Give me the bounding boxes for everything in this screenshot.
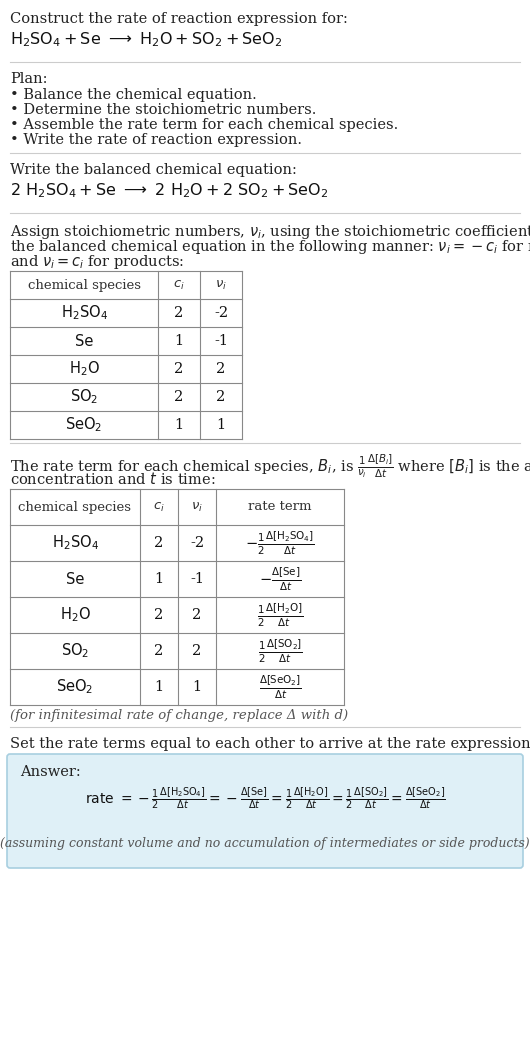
Text: 2: 2: [154, 536, 164, 550]
Text: 1: 1: [192, 680, 201, 693]
Text: -2: -2: [190, 536, 204, 550]
Text: • Balance the chemical equation.: • Balance the chemical equation.: [10, 88, 257, 103]
Text: $\nu_i$: $\nu_i$: [215, 278, 227, 292]
Text: The rate term for each chemical species, $B_i$, is $\frac{1}{\nu_i}\frac{\Delta[: The rate term for each chemical species,…: [10, 453, 530, 480]
Text: Set the rate terms equal to each other to arrive at the rate expression:: Set the rate terms equal to each other t…: [10, 737, 530, 751]
Text: Answer:: Answer:: [20, 765, 81, 779]
Text: • Assemble the rate term for each chemical species.: • Assemble the rate term for each chemic…: [10, 118, 398, 132]
Text: • Determine the stoichiometric numbers.: • Determine the stoichiometric numbers.: [10, 103, 316, 117]
Text: rate $= -\frac{1}{2}\frac{\Delta[\mathrm{H_2SO_4}]}{\Delta t} = -\frac{\Delta[\m: rate $= -\frac{1}{2}\frac{\Delta[\mathrm…: [84, 784, 446, 811]
Text: $c_i$: $c_i$: [173, 278, 185, 292]
Text: 2: 2: [154, 644, 164, 658]
Text: $\mathrm{H_2O}$: $\mathrm{H_2O}$: [59, 606, 91, 624]
Text: Construct the rate of reaction expression for:: Construct the rate of reaction expressio…: [10, 12, 348, 26]
Text: $\mathrm{H_2SO_4}$: $\mathrm{H_2SO_4}$: [60, 303, 108, 322]
Text: $\mathrm{2\ H_2SO_4 + Se\ \longrightarrow\ 2\ H_2O + 2\ SO_2 + SeO_2}$: $\mathrm{2\ H_2SO_4 + Se\ \longrightarro…: [10, 181, 329, 200]
Text: 1: 1: [216, 418, 226, 432]
Text: (for infinitesimal rate of change, replace Δ with d): (for infinitesimal rate of change, repla…: [10, 709, 348, 722]
Text: concentration and $t$ is time:: concentration and $t$ is time:: [10, 471, 216, 487]
Text: chemical species: chemical species: [28, 278, 140, 292]
Text: $\frac{\Delta[\mathrm{SeO_2}]}{\Delta t}$: $\frac{\Delta[\mathrm{SeO_2}]}{\Delta t}…: [259, 674, 302, 701]
Text: $-\frac{1}{2}\frac{\Delta[\mathrm{H_2SO_4}]}{\Delta t}$: $-\frac{1}{2}\frac{\Delta[\mathrm{H_2SO_…: [245, 529, 315, 556]
Text: 2: 2: [174, 362, 183, 376]
Text: 2: 2: [192, 644, 201, 658]
Text: $\mathrm{SeO_2}$: $\mathrm{SeO_2}$: [56, 678, 94, 697]
Text: Plan:: Plan:: [10, 72, 48, 86]
Text: -1: -1: [190, 572, 204, 586]
Text: 2: 2: [216, 362, 226, 376]
Text: -2: -2: [214, 306, 228, 320]
Text: the balanced chemical equation in the following manner: $\nu_i = -c_i$ for react: the balanced chemical equation in the fo…: [10, 238, 530, 256]
Text: 2: 2: [174, 390, 183, 404]
Text: 2: 2: [174, 306, 183, 320]
Text: 1: 1: [174, 418, 183, 432]
Text: chemical species: chemical species: [19, 500, 131, 514]
Text: $\mathrm{H_2O}$: $\mathrm{H_2O}$: [68, 360, 100, 379]
Text: rate term: rate term: [248, 500, 312, 514]
Text: $\mathrm{SeO_2}$: $\mathrm{SeO_2}$: [65, 415, 103, 434]
Text: $\frac{1}{2}\frac{\Delta[\mathrm{SO_2}]}{\Delta t}$: $\frac{1}{2}\frac{\Delta[\mathrm{SO_2}]}…: [258, 637, 303, 664]
Text: $\mathrm{SO_2}$: $\mathrm{SO_2}$: [61, 641, 89, 660]
Text: and $\nu_i = c_i$ for products:: and $\nu_i = c_i$ for products:: [10, 253, 184, 271]
Text: 2: 2: [154, 608, 164, 622]
Text: $c_i$: $c_i$: [153, 500, 165, 514]
Text: Se: Se: [75, 334, 93, 348]
Text: $\mathrm{SO_2}$: $\mathrm{SO_2}$: [70, 388, 98, 406]
Text: 1: 1: [154, 572, 164, 586]
Text: 1: 1: [174, 334, 183, 348]
Text: -1: -1: [214, 334, 228, 348]
Text: Write the balanced chemical equation:: Write the balanced chemical equation:: [10, 163, 297, 177]
Text: • Write the rate of reaction expression.: • Write the rate of reaction expression.: [10, 133, 302, 147]
Text: Se: Se: [66, 571, 84, 587]
Text: Assign stoichiometric numbers, $\nu_i$, using the stoichiometric coefficients, $: Assign stoichiometric numbers, $\nu_i$, …: [10, 223, 530, 241]
Text: $\nu_i$: $\nu_i$: [191, 500, 203, 514]
Text: $\mathrm{H_2SO_4 + Se\ \longrightarrow\ H_2O + SO_2 + SeO_2}$: $\mathrm{H_2SO_4 + Se\ \longrightarrow\ …: [10, 30, 282, 49]
Text: $-\frac{\Delta[\mathrm{Se}]}{\Delta t}$: $-\frac{\Delta[\mathrm{Se}]}{\Delta t}$: [259, 565, 301, 593]
Text: 2: 2: [216, 390, 226, 404]
Text: $\frac{1}{2}\frac{\Delta[\mathrm{H_2O}]}{\Delta t}$: $\frac{1}{2}\frac{\Delta[\mathrm{H_2O}]}…: [257, 601, 303, 629]
Text: $\mathrm{H_2SO_4}$: $\mathrm{H_2SO_4}$: [51, 533, 99, 552]
Text: 2: 2: [192, 608, 201, 622]
FancyBboxPatch shape: [7, 754, 523, 868]
Text: 1: 1: [154, 680, 164, 693]
Text: (assuming constant volume and no accumulation of intermediates or side products): (assuming constant volume and no accumul…: [0, 837, 530, 850]
